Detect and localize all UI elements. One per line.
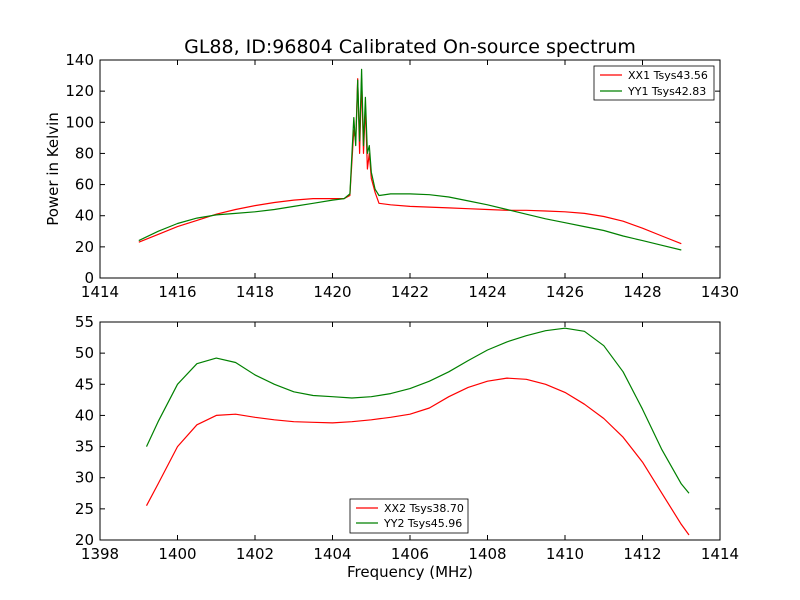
bottom-x-tick-label: 1406 [391,545,429,563]
bottom-series-line-1 [145,327,690,494]
x-axis-label: Frequency (MHz) [347,563,473,581]
top-y-tick-label: 60 [75,176,94,194]
top-x-tick-label: 1430 [701,283,739,301]
legend-box [593,65,715,101]
bottom-x-tick-label: 1410 [546,545,584,563]
top-x-tick-label: 1416 [158,283,196,301]
top-y-tick-label: 80 [75,144,94,162]
bottom-x-tick-label: 1412 [623,545,661,563]
bottom-spectrum-plot: 1398 1400 1402 1404 1406 1408 1410 1412 1414 20 25… [75,313,739,581]
bottom-y-tick-label: 30 [75,469,94,487]
top-y-tick-label: 0 [84,269,94,287]
bottom-y-tick-label: 50 [75,344,94,362]
plot-area-frame [99,59,721,279]
bottom-y-tick-label: 45 [75,375,94,393]
bottom-x-tick-label: 1400 [158,545,196,563]
top-x-tick-label: 1422 [391,283,429,301]
bottom-series-line-0 [145,377,690,536]
bottom-y-tick-label: 55 [75,313,94,331]
plot-area-frame-bottom [99,321,721,541]
bottom-x-tick-label: 1398 [81,545,119,563]
chart-title: GL88, ID:96804 Calibrated On-source spec… [184,36,636,58]
bottom-y-tick-label: 20 [75,531,94,549]
top-series-line-0 [138,78,682,245]
legend-bottom: XX2 Tsys38.70 YY2 Tsys45.96 [349,498,469,534]
top-y-tick-label: 20 [75,238,94,256]
top-spectrum-plot: GL88, ID:96804 Calibrated On-source spec… [44,36,739,301]
top-y-tick-label: 40 [75,207,94,225]
y-axis-label: Power in Kelvin [44,112,62,226]
top-x-tick-label: 1428 [623,283,661,301]
top-x-tick-label: 1426 [546,283,584,301]
legend-label-yy2: YY2 Tsys45.96 [383,517,462,530]
top-y-tick-label: 120 [65,82,94,100]
legend-label-yy1: YY1 Tsys42.83 [627,85,706,98]
top-x-tick-label: 1414 [81,283,119,301]
bottom-y-tick-label: 35 [75,438,94,456]
bottom-x-tick-label: 1404 [313,545,351,563]
bottom-x-tick-label: 1414 [701,545,739,563]
top-series-line-1 [138,68,682,251]
top-x-tick-label: 1420 [313,283,351,301]
legend: XX1 Tsys43.56 YY1 Tsys42.83 [593,65,715,101]
bottom-y-tick-label: 40 [75,406,94,424]
bottom-x-tick-label: 1402 [236,545,274,563]
top-y-tick-label: 140 [65,51,94,69]
legend-box-bottom [349,498,469,534]
top-x-tick-label: 1424 [468,283,506,301]
bottom-y-tick-label: 25 [75,500,94,518]
legend-label-xx2: XX2 Tsys38.70 [384,502,464,515]
bottom-x-tick-label: 1408 [468,545,506,563]
legend-label-xx1: XX1 Tsys43.56 [628,69,708,82]
top-x-tick-label: 1418 [236,283,274,301]
top-y-tick-label: 100 [65,113,94,131]
